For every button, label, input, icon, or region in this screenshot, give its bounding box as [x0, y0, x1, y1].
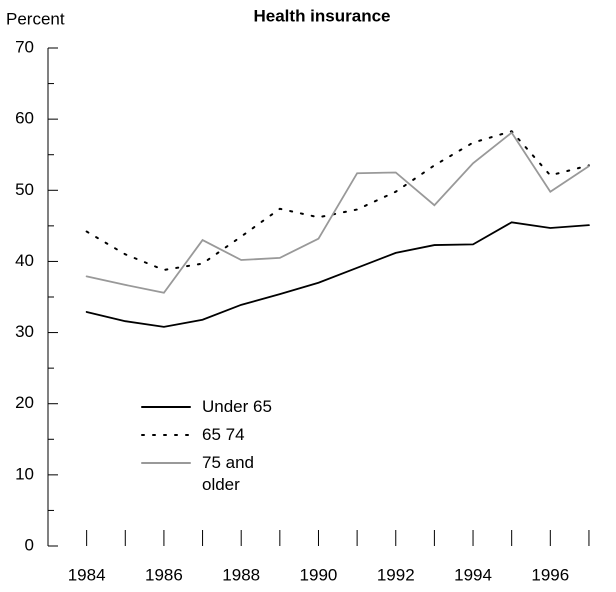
x-tick-label: 1996: [531, 565, 569, 584]
y-tick-label: 50: [15, 180, 34, 199]
y-tick-label: 40: [15, 251, 34, 270]
chart-title: Health insurance: [254, 6, 391, 25]
legend-item: 75 and older: [140, 452, 292, 496]
legend-label: Under 65: [202, 397, 272, 416]
y-tick-label: 60: [15, 109, 34, 128]
legend-item: 65 74: [140, 424, 292, 446]
series-line: [85, 131, 590, 294]
x-tick-label: 1994: [454, 565, 492, 584]
legend-label: 65 74: [202, 425, 245, 444]
x-tick-label: 1986: [145, 565, 183, 584]
legend-item: Under 65: [140, 396, 292, 418]
y-tick-label: 0: [25, 535, 34, 554]
legend-swatch: [141, 462, 191, 464]
x-tick-label: 1990: [300, 565, 338, 584]
legend-swatch: [141, 434, 191, 436]
y-axis-label: Percent: [6, 9, 65, 28]
legend-swatch: [141, 406, 191, 408]
legend-label: 75 and older: [202, 453, 254, 494]
x-tick-label: 1992: [377, 565, 415, 584]
x-tick-label: 1984: [68, 565, 106, 584]
x-tick-label: 1988: [222, 565, 260, 584]
y-tick-label: 20: [15, 393, 34, 412]
legend: Under 65 65 74 75 and older: [140, 396, 292, 502]
y-tick-label: 30: [15, 322, 34, 341]
series-line: [85, 130, 590, 271]
y-tick-label: 70: [15, 37, 34, 56]
y-tick-label: 10: [15, 464, 34, 483]
series-line: [85, 221, 590, 328]
